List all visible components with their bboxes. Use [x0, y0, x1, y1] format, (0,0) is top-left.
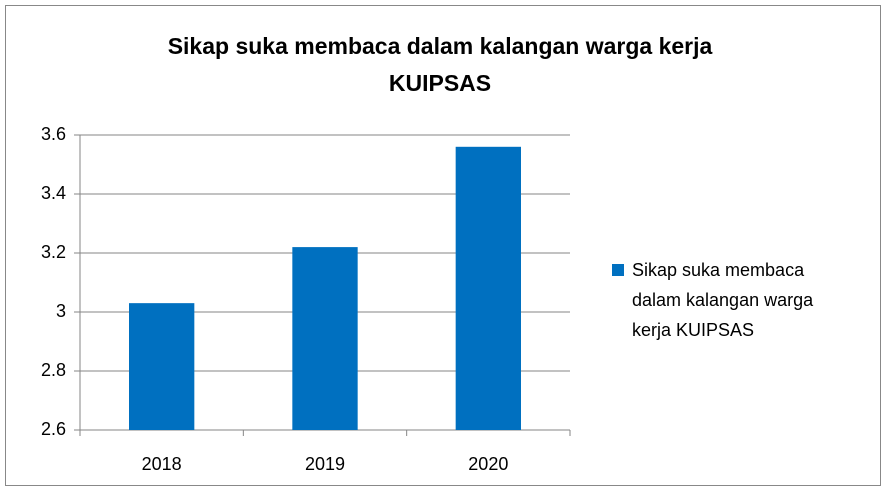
x-tick-label: 2020 — [468, 454, 508, 474]
y-tick-label: 3.4 — [41, 183, 66, 203]
x-tick-label: 2019 — [305, 454, 345, 474]
x-tick-label: 2018 — [142, 454, 182, 474]
y-tick-label: 3 — [56, 301, 66, 321]
y-tick-label: 3.2 — [41, 242, 66, 262]
bar — [129, 303, 195, 430]
bar — [455, 146, 521, 431]
legend-swatch — [612, 264, 624, 276]
chart-title: Sikap suka membaca dalam kalangan warga … — [167, 33, 713, 96]
y-tick-label: 2.6 — [41, 419, 66, 439]
bar — [292, 247, 358, 430]
y-tick-label: 2.8 — [41, 360, 66, 380]
legend-label: Sikap suka membaca dalam kalangan warga … — [632, 260, 814, 340]
y-tick-label: 3.6 — [41, 124, 66, 144]
chart-frame — [5, 5, 881, 486]
